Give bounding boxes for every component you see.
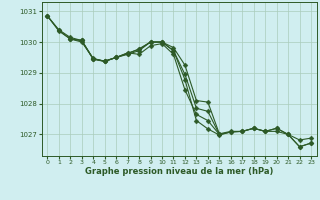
X-axis label: Graphe pression niveau de la mer (hPa): Graphe pression niveau de la mer (hPa): [85, 167, 273, 176]
